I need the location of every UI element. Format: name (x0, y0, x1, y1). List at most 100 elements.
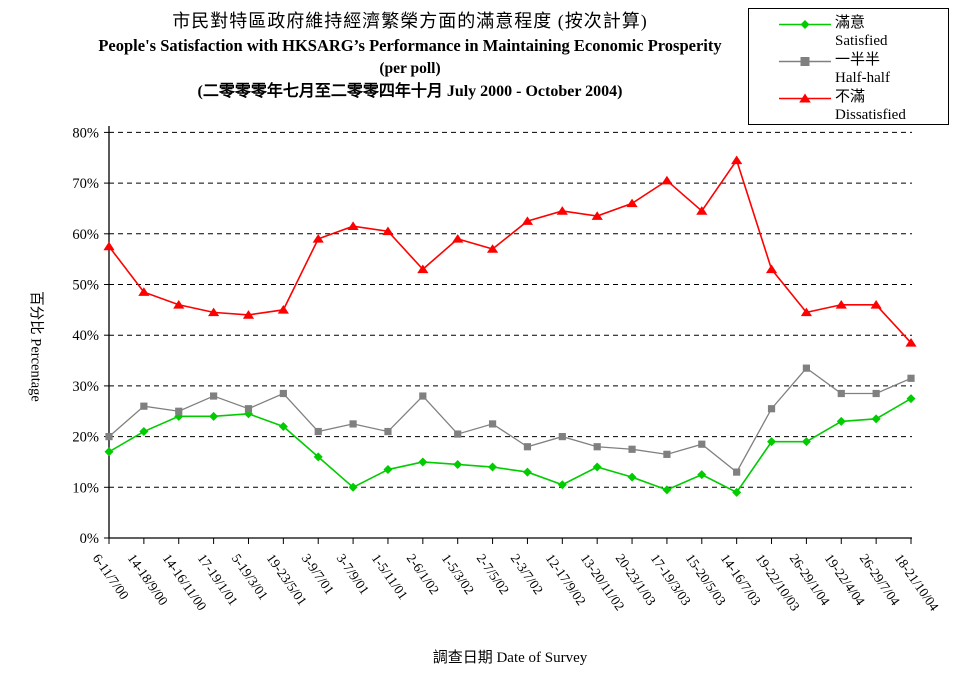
square-marker (907, 374, 915, 382)
square-marker (767, 405, 776, 413)
square-marker (419, 392, 427, 400)
diamond-marker (383, 465, 393, 475)
triangle-marker (173, 299, 185, 309)
diamond-marker (697, 470, 707, 480)
square-marker (314, 427, 322, 436)
triangle-marker (731, 155, 743, 165)
diamond-marker (906, 394, 916, 404)
diamond-marker (767, 437, 777, 447)
square-marker (488, 420, 497, 428)
y-axis-tick-label: 40% (72, 328, 99, 344)
triangle-marker (277, 305, 289, 314)
diamond-marker (800, 20, 810, 29)
legend-entry-satisfied: 滿意 Satisfied (779, 14, 948, 51)
triangle-marker (312, 234, 324, 243)
diamond-marker (522, 467, 532, 477)
legend-label: 一半半 Half-half (835, 51, 890, 87)
diamond-marker (313, 452, 323, 462)
triangle-marker (661, 175, 673, 185)
triangle-marker (347, 221, 359, 230)
square-marker (663, 450, 671, 458)
triangle-marker (521, 216, 534, 225)
square-marker (558, 433, 566, 441)
diamond-marker (488, 462, 498, 472)
diamond-marker (557, 480, 567, 490)
legend-label-zh: 滿意 (835, 15, 866, 31)
triangle-marker (208, 307, 220, 317)
chart-title-zh: 市民對特區政府維持經濟繁榮方面的滿意程度 (按次計算) (172, 11, 648, 31)
legend-label-zh: 一半半 (835, 52, 881, 68)
square-marker (454, 430, 462, 438)
diamond-marker (801, 437, 811, 447)
diamond-marker (732, 487, 742, 497)
x-axis-title: 調查日期 Date of Survey (432, 650, 588, 666)
y-axis-tick-label: 10% (72, 480, 99, 496)
triangle-marker (800, 307, 812, 317)
square-marker (733, 468, 741, 476)
diamond-marker (627, 472, 637, 482)
legend-entries: 滿意 Satisfied 一半半 Half-half 不滿 Dissatisfied (779, 14, 948, 125)
diamond-marker (104, 447, 114, 457)
diamond-marker (348, 482, 358, 492)
diamond-legend-marker-icon (779, 20, 831, 29)
square-legend-marker-icon (779, 57, 831, 66)
legend-entry-dissatisfied: 不滿 Dissatisfied (779, 88, 948, 125)
y-axis-title: 百分比 Percentage (27, 291, 44, 402)
triangle-marker (905, 338, 917, 347)
triangle-marker (382, 226, 394, 236)
legend-label-en: Satisfied (835, 33, 888, 49)
legend-label: 滿意 Satisfied (835, 14, 888, 50)
square-marker (800, 57, 810, 66)
triangle-marker (835, 299, 847, 309)
triangle-marker (417, 264, 429, 274)
diamond-marker (209, 411, 219, 421)
triangle-marker (591, 211, 603, 220)
triangle-marker (486, 244, 499, 253)
triangle-marker (696, 206, 708, 215)
square-marker (628, 445, 636, 453)
diamond-marker (662, 485, 672, 495)
square-marker (105, 433, 113, 441)
chart-date-range: (二零零零年七月至二零零四年十月 July 2000 - October 200… (197, 83, 623, 101)
y-axis-tick-label: 80% (72, 125, 99, 141)
square-marker (802, 364, 810, 372)
square-marker (872, 389, 880, 398)
diamond-marker (278, 421, 288, 431)
triangle-marker (242, 310, 255, 319)
triangle-marker (870, 299, 882, 309)
diamond-marker (139, 427, 149, 437)
triangle-marker (452, 234, 464, 243)
y-axis-tick-label: 30% (72, 379, 99, 395)
diamond-marker (871, 414, 881, 424)
y-axis-tick-label: 70% (72, 176, 99, 192)
diamond-marker (453, 459, 463, 469)
triangle-marker (556, 206, 568, 215)
square-marker (523, 443, 532, 451)
square-marker (593, 443, 601, 451)
legend-label-en: Half-half (835, 70, 890, 86)
square-marker (140, 402, 148, 410)
y-axis-tick-label: 20% (72, 430, 99, 446)
diamond-marker (592, 462, 602, 472)
triangle-marker (799, 93, 811, 103)
square-marker (349, 420, 357, 428)
legend-label: 不滿 Dissatisfied (835, 88, 906, 124)
series-line-satisfied (108, 397, 912, 494)
legend-label-zh: 不滿 (835, 89, 866, 105)
triangle-marker (138, 287, 150, 296)
square-marker (698, 440, 706, 448)
square-marker (244, 405, 253, 413)
triangle-marker (103, 241, 115, 251)
square-marker (837, 389, 845, 398)
series-line-half-half (108, 367, 912, 474)
square-marker (210, 392, 218, 400)
series-line-dissatisfied (108, 158, 912, 344)
legend-label-en: Dissatisfied (835, 107, 906, 123)
chart-subtitle-per-poll: (per poll) (379, 60, 441, 78)
diamond-marker (836, 416, 846, 426)
square-marker (279, 389, 287, 398)
y-axis-tick-label: 50% (72, 278, 99, 294)
diamond-marker (418, 457, 428, 467)
